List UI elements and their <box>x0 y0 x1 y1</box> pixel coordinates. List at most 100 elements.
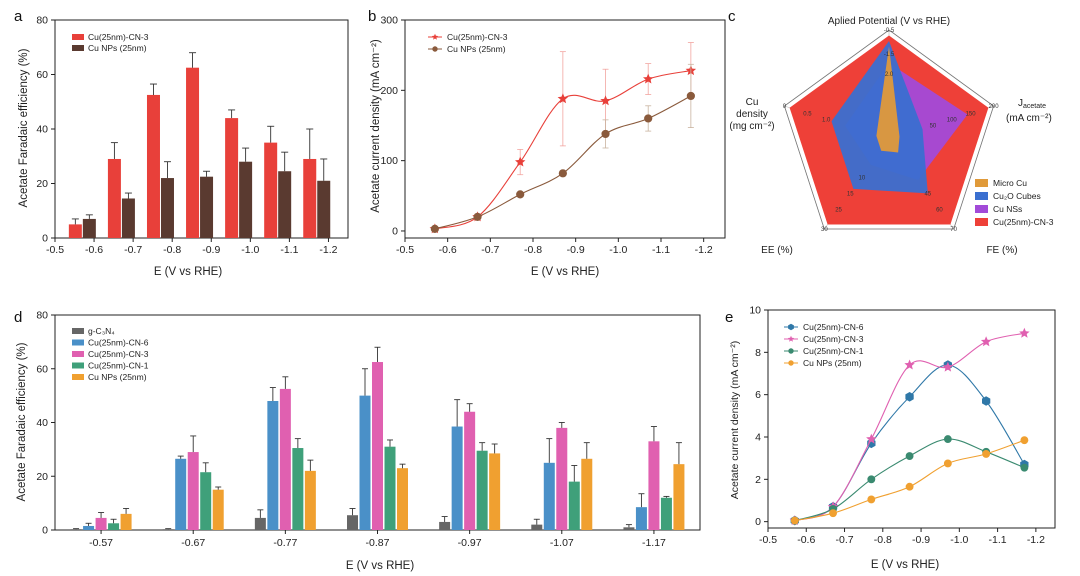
b-xtick-label: -0.8 <box>524 244 542 256</box>
a-bar <box>186 67 200 238</box>
c-axis-max-label: 30 <box>821 227 828 233</box>
c-axis-inner-label: 50 <box>930 124 937 130</box>
c-cu-density-line1: Cu <box>746 97 759 108</box>
b-xtick-label: -1.1 <box>652 244 670 256</box>
a-ytick-label: 20 <box>36 178 48 190</box>
c-axis-inner-label: 100 <box>947 118 958 124</box>
a-ytick-label: 40 <box>36 124 48 136</box>
a-bar <box>146 94 160 238</box>
e-ytick-label: 2 <box>755 474 761 486</box>
d-bar <box>200 472 212 530</box>
d-bar <box>83 525 95 530</box>
b-marker-star <box>515 156 526 167</box>
b-xlabel: E (V vs RHE) <box>531 266 600 278</box>
e-legend-marker-hexagon <box>788 323 794 331</box>
e-legend-label: Cu(25nm)-CN-1 <box>803 346 864 356</box>
d-legend-swatch <box>72 374 84 380</box>
b-legend-marker-circle <box>432 46 438 52</box>
c-jacetate-sub: acetate <box>1023 103 1046 110</box>
d-legend-label: Cu(25nm)-CN-1 <box>88 361 149 371</box>
d-bar <box>254 517 266 530</box>
c-jacetate-j: J <box>1018 98 1023 109</box>
b-marker-circle <box>601 129 610 139</box>
e-xtick-label: -0.6 <box>797 534 815 546</box>
a-xtick-label: -0.6 <box>85 244 103 256</box>
c-axis-max-label: -0.5 <box>884 28 895 34</box>
e-ytick-label: 4 <box>755 431 761 443</box>
d-bar <box>439 521 451 530</box>
d-bar <box>120 513 132 530</box>
a-bar <box>68 224 82 238</box>
e-marker-hexagon <box>982 396 991 406</box>
c-legend-swatch <box>975 179 988 187</box>
a-xtick-label: -0.9 <box>202 244 220 256</box>
d-bar <box>556 427 568 530</box>
c-axis-label-potential: Aplied Potential (V vs RHE) <box>828 16 950 27</box>
a-bar <box>107 158 121 238</box>
e-marker-circle <box>790 516 799 525</box>
c-legend-swatch <box>975 192 988 200</box>
d-legend-label: Cu(25nm)-CN-3 <box>88 349 149 359</box>
c-axis-label-jacetate: Jacetate <box>1018 98 1046 110</box>
d-xtick-label: -0.97 <box>458 537 482 549</box>
d-bar <box>304 470 316 530</box>
e-marker-circle <box>1020 436 1029 445</box>
a-ytick-label: 0 <box>42 233 48 245</box>
d-bar <box>187 452 199 530</box>
c-axis-max-label: 200 <box>989 104 1000 110</box>
d-xtick-label: -0.67 <box>181 537 205 549</box>
c-axis-inner-label: 15 <box>847 191 854 197</box>
b-xtick-label: -0.6 <box>439 244 457 256</box>
b-xtick-label: -1.0 <box>609 244 627 256</box>
e-marker-star <box>942 361 954 372</box>
c-axis-label-ee: EE (%) <box>761 245 793 256</box>
b-frame <box>404 19 726 239</box>
b-marker-circle <box>473 212 482 222</box>
c-legend-label: Cu NSs <box>993 204 1022 214</box>
e-xtick-label: -1.2 <box>1027 534 1045 546</box>
a-xtick-label: -1.2 <box>319 244 337 256</box>
d-ytick-label: 0 <box>42 525 48 537</box>
c-axis-max-label: 70 <box>950 227 957 233</box>
e-marker-star <box>866 433 877 444</box>
c-axis-inner-label: -1.5 <box>884 52 895 58</box>
b-xtick-label: -0.5 <box>396 244 414 256</box>
a-bar <box>82 218 96 238</box>
panel-letter-e: e <box>725 309 733 326</box>
e-marker-circle <box>905 452 914 460</box>
d-bar <box>635 507 647 530</box>
d-xtick-label: -0.57 <box>89 537 113 549</box>
d-bar <box>581 458 593 530</box>
e-marker-star <box>904 359 915 370</box>
e-ytick-label: 0 <box>755 516 761 528</box>
e-ytick-label: 8 <box>755 347 761 359</box>
a-bar <box>200 176 214 238</box>
e-marker-circle <box>1020 463 1029 472</box>
a-legend-label: Cu NPs (25nm) <box>88 43 147 53</box>
b-ylabel: Acetate current density (mA cm⁻²) <box>370 39 382 213</box>
a-xtick-label: -0.8 <box>163 244 181 256</box>
d-bar <box>267 401 279 530</box>
d-legend-swatch <box>72 362 84 369</box>
c-axis-inner-label: 10 <box>859 175 866 181</box>
a-bar <box>303 158 317 238</box>
b-marker-star <box>557 93 569 104</box>
d-xtick-label: -1.17 <box>642 537 666 549</box>
e-marker-circle <box>982 449 991 458</box>
b-marker-star <box>600 95 611 106</box>
d-bar <box>623 527 635 530</box>
c-axis-inner-label: 0.5 <box>803 111 812 117</box>
b-xtick-label: -0.7 <box>481 244 499 256</box>
b-legend-marker-star <box>431 33 439 40</box>
d-legend-label: Cu NPs (25nm) <box>88 372 147 382</box>
c-axis-inner-label: 45 <box>924 191 931 197</box>
b-legend-label: Cu(25nm)-CN-3 <box>447 32 508 42</box>
c-axis-inner-label: 60 <box>936 207 943 213</box>
d-bar <box>543 462 555 530</box>
b-marker-circle <box>516 190 525 199</box>
c-axis-inner-label: 1.0 <box>822 118 831 124</box>
d-bar <box>212 489 224 530</box>
d-bar <box>70 529 82 530</box>
a-bar <box>264 142 278 238</box>
